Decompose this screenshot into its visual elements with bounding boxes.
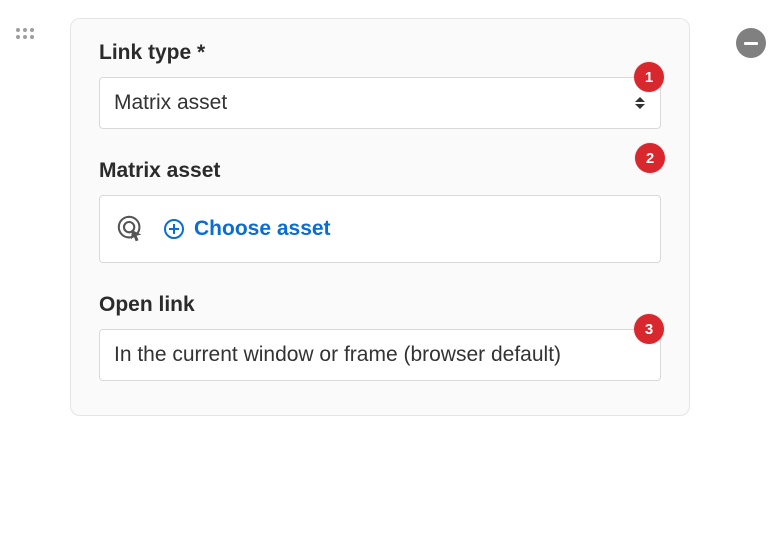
link-settings-panel: Link type * Matrix asset 1 Matrix asset — [70, 18, 690, 416]
plus-circle-icon — [164, 219, 184, 239]
open-link-value: In the current window or frame (browser … — [114, 343, 561, 367]
select-caret-icon — [634, 95, 646, 111]
open-link-select[interactable]: In the current window or frame (browser … — [99, 329, 661, 381]
field-open-link: Open link In the current window or frame… — [99, 293, 661, 381]
open-link-label: Open link — [99, 293, 661, 317]
field-link-type: Link type * Matrix asset 1 — [99, 41, 661, 129]
choose-asset-label: Choose asset — [194, 217, 331, 241]
matrix-asset-label: Matrix asset — [99, 159, 661, 183]
callout-badge-2: 2 — [635, 143, 665, 173]
remove-button[interactable] — [736, 28, 766, 58]
link-type-value: Matrix asset — [114, 91, 227, 115]
asset-target-icon — [116, 214, 146, 244]
callout-badge-1: 1 — [634, 62, 664, 92]
choose-asset-action[interactable]: Choose asset — [164, 217, 331, 241]
link-type-label: Link type * — [99, 41, 661, 65]
minus-icon — [744, 42, 758, 45]
link-type-select[interactable]: Matrix asset 1 — [99, 77, 661, 129]
asset-picker[interactable]: Choose asset 2 — [99, 195, 661, 263]
field-matrix-asset: Matrix asset Choose asset 2 — [99, 159, 661, 263]
drag-handle-icon[interactable] — [16, 28, 36, 48]
callout-badge-3: 3 — [634, 314, 664, 344]
